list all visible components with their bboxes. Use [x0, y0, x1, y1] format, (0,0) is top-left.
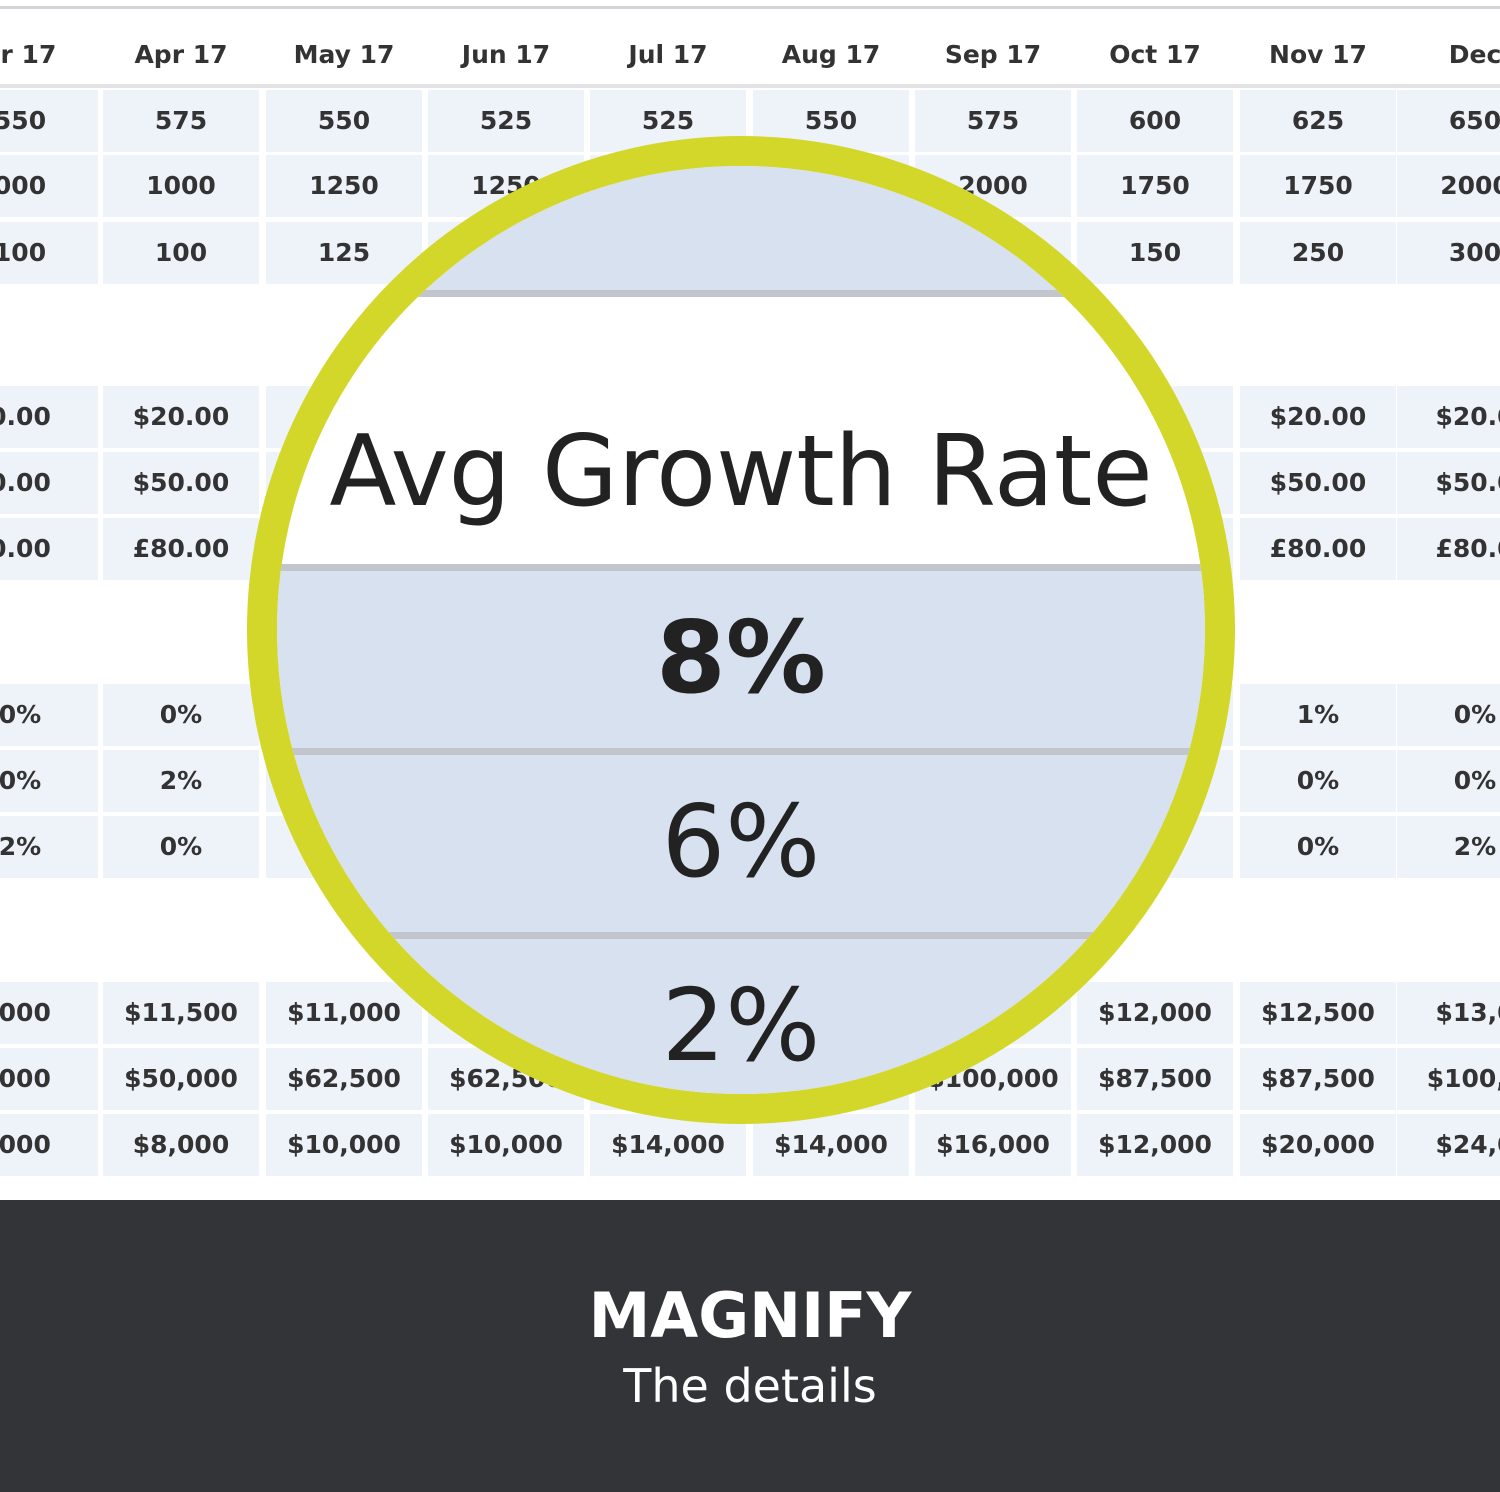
- magnifier-lens: Avg Growth Rate 8% 6% 2%: [247, 136, 1235, 1124]
- table-cell[interactable]: 2000: [1397, 155, 1500, 217]
- table-cell[interactable]: 0%: [1397, 750, 1500, 812]
- table-cell[interactable]: 100: [103, 222, 259, 284]
- table-cell[interactable]: 000: [0, 155, 98, 217]
- column-header: Jul 17: [628, 40, 708, 69]
- table-cell[interactable]: $50.00: [103, 452, 259, 514]
- table-cell[interactable]: $24,0: [1397, 1114, 1500, 1176]
- table-cell[interactable]: 525: [428, 90, 584, 152]
- table-cell[interactable]: 1750: [1240, 155, 1396, 217]
- table-cell[interactable]: 0.00: [0, 518, 98, 580]
- table-cell[interactable]: $87,500: [1240, 1048, 1396, 1110]
- table-cell[interactable]: 1000: [103, 155, 259, 217]
- table-cell[interactable]: £80.0: [1397, 518, 1500, 580]
- column-header: Apr 17: [134, 40, 228, 69]
- table-cell[interactable]: $20.0: [1397, 386, 1500, 448]
- growth-rate-value: 8%: [656, 599, 826, 716]
- column-header: Dec: [1448, 40, 1500, 69]
- table-cell[interactable]: $12,500: [1240, 982, 1396, 1044]
- column-header: ar 17: [0, 40, 57, 69]
- table-cell[interactable]: 0.00: [0, 386, 98, 448]
- table-cell[interactable]: ,000: [0, 982, 98, 1044]
- magnified-row-divider: [277, 932, 1205, 939]
- table-cell[interactable]: $12,000: [1077, 1114, 1233, 1176]
- banner-subtitle: The details: [623, 1359, 877, 1413]
- table-cell[interactable]: $14,000: [753, 1114, 909, 1176]
- table-cell[interactable]: 625: [1240, 90, 1396, 152]
- table-cell[interactable]: $50.00: [1240, 452, 1396, 514]
- table-cell[interactable]: 2%: [103, 750, 259, 812]
- table-cell[interactable]: $10,000: [428, 1114, 584, 1176]
- banner-title: MAGNIFY: [588, 1279, 912, 1352]
- magnified-row-divider: [277, 748, 1205, 755]
- table-cell[interactable]: 0%: [1240, 750, 1396, 812]
- magnified-values-band: [277, 570, 1205, 1094]
- table-cell[interactable]: 0%: [0, 684, 98, 746]
- growth-rate-value: 6%: [661, 783, 821, 900]
- table-cell[interactable]: $11,500: [103, 982, 259, 1044]
- growth-rate-value: 2%: [661, 967, 821, 1084]
- table-cell[interactable]: 550: [0, 90, 98, 152]
- table-cell[interactable]: £80.00: [1240, 518, 1396, 580]
- table-cell[interactable]: $20.00: [103, 386, 259, 448]
- table-cell[interactable]: $16,000: [915, 1114, 1071, 1176]
- table-cell[interactable]: $10,000: [266, 1114, 422, 1176]
- table-cell[interactable]: ,000: [0, 1048, 98, 1110]
- table-cell[interactable]: 100: [0, 222, 98, 284]
- table-cell[interactable]: $100,0: [1397, 1048, 1500, 1110]
- table-cell[interactable]: 300: [1397, 222, 1500, 284]
- caption-banner: [0, 1200, 1500, 1492]
- table-cell[interactable]: $50.0: [1397, 452, 1500, 514]
- top-rule: [0, 6, 1500, 9]
- magnified-row-divider: [277, 564, 1205, 571]
- table-cell[interactable]: $8,000: [103, 1114, 259, 1176]
- table-cell[interactable]: $14,000: [590, 1114, 746, 1176]
- header-divider: [0, 84, 1500, 88]
- column-header: May 17: [293, 40, 395, 69]
- table-cell[interactable]: £80.00: [103, 518, 259, 580]
- column-header: Nov 17: [1269, 40, 1367, 69]
- table-cell[interactable]: 0.00: [0, 452, 98, 514]
- magnified-row-band: [277, 166, 1205, 290]
- column-header: Oct 17: [1109, 40, 1201, 69]
- column-header: Jun 17: [461, 40, 551, 69]
- table-cell[interactable]: $20.00: [1240, 386, 1396, 448]
- table-cell[interactable]: 575: [103, 90, 259, 152]
- table-cell[interactable]: 2%: [0, 816, 98, 878]
- table-cell[interactable]: 0%: [1240, 816, 1396, 878]
- column-header: Sep 17: [944, 40, 1042, 69]
- table-cell[interactable]: 250: [1240, 222, 1396, 284]
- table-cell[interactable]: 575: [915, 90, 1071, 152]
- table-cell[interactable]: 0%: [103, 816, 259, 878]
- table-cell[interactable]: 0%: [1397, 684, 1500, 746]
- magnified-row-divider: [277, 290, 1205, 297]
- table-cell[interactable]: 600: [1077, 90, 1233, 152]
- table-cell[interactable]: $13,0: [1397, 982, 1500, 1044]
- table-cell[interactable]: $20,000: [1240, 1114, 1396, 1176]
- table-cell[interactable]: 650: [1397, 90, 1500, 152]
- table-cell[interactable]: 1%: [1240, 684, 1396, 746]
- magnifier-view: Avg Growth Rate 8% 6% 2%: [277, 166, 1205, 1094]
- column-header: Aug 17: [781, 40, 881, 69]
- avg-growth-rate-label: Avg Growth Rate: [329, 415, 1153, 529]
- table-cell[interactable]: ,000: [0, 1114, 98, 1176]
- table-cell[interactable]: 0%: [103, 684, 259, 746]
- table-cell[interactable]: 0%: [0, 750, 98, 812]
- table-cell[interactable]: 550: [266, 90, 422, 152]
- table-cell[interactable]: $50,000: [103, 1048, 259, 1110]
- table-cell[interactable]: 2%: [1397, 816, 1500, 878]
